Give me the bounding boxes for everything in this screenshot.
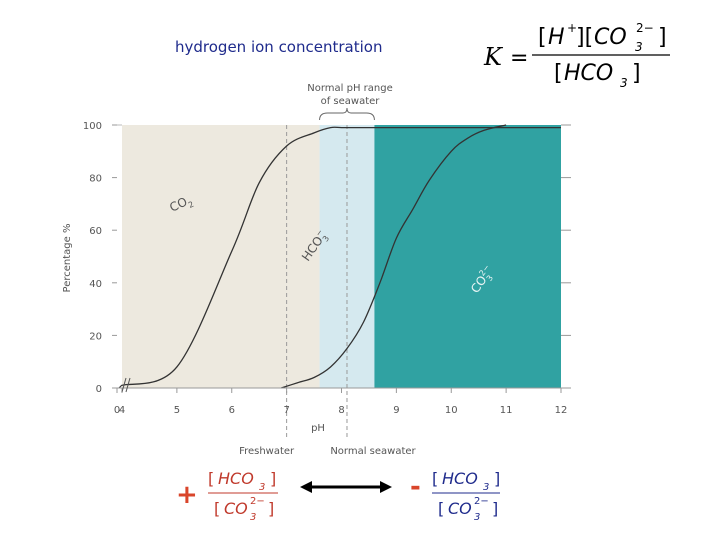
equation-h-sup: +: [567, 21, 577, 35]
x-tick-label: 8: [338, 405, 344, 416]
equation-co-sub: 3: [635, 40, 643, 54]
shift-indicator: [ HCO 3 ] [ CO 3 2− ] [ HCO 3 ] [ CO 3 2…: [208, 469, 500, 523]
y-tick-label: 100: [83, 121, 102, 132]
svg-text:]: ]: [270, 469, 276, 488]
x-tick-label: 0: [114, 405, 120, 416]
svg-text:[: [: [432, 469, 438, 488]
x-tick-label: 4: [119, 405, 125, 416]
equation-hco-sub: 3: [620, 76, 628, 90]
y-tick-label: 20: [89, 331, 102, 342]
ph-region-0: [122, 125, 320, 388]
label-co2-text: CO2: [167, 192, 195, 217]
x-tick-label: 7: [283, 405, 289, 416]
y-tick-label: 80: [89, 174, 102, 185]
double-arrow-icon: [300, 481, 392, 493]
y-axis-label: Percentage %: [62, 224, 73, 293]
marker-label-1: Normal seawater: [330, 446, 416, 457]
marker-label-0: Freshwater: [239, 446, 295, 457]
x-tick-label: 9: [393, 405, 399, 416]
normal-range-label-line2: of seawater: [321, 96, 381, 107]
ph-regions: [122, 125, 561, 388]
svg-text:[: [: [438, 499, 444, 518]
minus-sign: -: [410, 472, 421, 502]
equation-h: H: [548, 25, 565, 50]
left-frac-num-sub: 3: [259, 482, 265, 493]
equation-equals: =: [510, 46, 528, 71]
caption-text: hydrogen ion concentration: [175, 38, 383, 56]
chart-axes: [112, 124, 571, 393]
svg-text:][: ][: [576, 25, 593, 50]
equation-hco: HCO: [564, 61, 613, 86]
svg-text:]: ]: [492, 499, 498, 518]
right-frac-den-sub: 3: [474, 512, 480, 523]
equation-co-sup: 2−: [636, 21, 654, 35]
curve-co2-hco3: [121, 126, 561, 386]
equation-k: K: [483, 43, 504, 71]
axis-break-icon: [121, 377, 131, 393]
label-co2: CO2: [167, 192, 195, 217]
normal-range-label-line1: Normal pH range: [307, 83, 392, 94]
left-frac-den-sub: 3: [250, 512, 256, 523]
right-frac-num: HCO: [442, 469, 478, 488]
svg-text:]: ]: [268, 499, 274, 518]
right-frac-den: CO: [448, 499, 472, 518]
equilibrium-equation: K = [ H + ][ CO 3 2− ] [ HCO 3 ]: [483, 21, 670, 90]
x-tick-label: 10: [445, 405, 458, 416]
svg-text:[: [: [554, 61, 563, 86]
x-tick-label: 12: [555, 405, 568, 416]
svg-text:]: ]: [658, 25, 667, 50]
svg-text:]: ]: [494, 469, 500, 488]
right-frac-den-sup: 2−: [474, 496, 489, 507]
left-frac-den-sup: 2−: [250, 496, 265, 507]
svg-text:[: [: [538, 25, 547, 50]
right-frac-num-sub: 3: [483, 482, 489, 493]
normal-range-brace: [319, 107, 375, 121]
equation-co: CO: [594, 25, 627, 50]
y-tick-label: 40: [89, 279, 102, 290]
plus-sign: +: [176, 480, 198, 510]
svg-text:[: [: [208, 469, 214, 488]
svg-text:]: ]: [632, 61, 641, 86]
ph-region-2: [374, 125, 561, 388]
svg-text:[: [: [214, 499, 220, 518]
y-tick-label: 0: [96, 384, 102, 395]
curve-hco3-co3: [280, 124, 507, 389]
left-frac-den: CO: [224, 499, 248, 518]
left-fraction: [ HCO 3 ] [ CO 3 2− ]: [208, 469, 278, 523]
x-axis-label: pH: [311, 423, 325, 434]
left-frac-num: HCO: [218, 469, 254, 488]
x-tick-label: 5: [174, 405, 180, 416]
x-tick-label: 6: [229, 405, 235, 416]
x-tick-label: 11: [500, 405, 513, 416]
y-tick-label: 60: [89, 226, 102, 237]
right-fraction: [ HCO 3 ] [ CO 3 2− ]: [432, 469, 500, 523]
